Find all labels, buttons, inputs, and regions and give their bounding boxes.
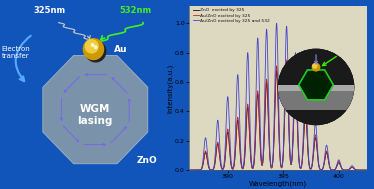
Circle shape bbox=[86, 41, 106, 62]
Circle shape bbox=[313, 64, 317, 68]
Au/ZnO excited by 325 bbox=[196, 169, 200, 171]
Au/ZnO excited by 325 bbox=[284, 59, 289, 61]
Au/ZnO excited by 325 bbox=[359, 169, 364, 171]
ZnO  excited by 325 bbox=[359, 169, 364, 171]
X-axis label: Wavelength(nm): Wavelength(nm) bbox=[249, 181, 307, 187]
Au/ZnO excited by 325 bbox=[327, 162, 331, 164]
Au/ZnO excited by 325 and 532 bbox=[273, 62, 278, 65]
Circle shape bbox=[276, 47, 356, 127]
Au/ZnO excited by 325 and 532 bbox=[268, 160, 273, 163]
ZnO  excited by 325 bbox=[187, 169, 191, 171]
Bar bbox=[278, 85, 354, 91]
Bar bbox=[278, 87, 354, 110]
Au/ZnO excited by 325 bbox=[359, 169, 364, 171]
Circle shape bbox=[312, 64, 320, 71]
Au/ZnO excited by 325 and 532 bbox=[196, 169, 200, 171]
Au/ZnO excited by 325 and 532 bbox=[187, 169, 191, 171]
ZnO  excited by 325 bbox=[196, 169, 200, 171]
Text: WGM
lasing: WGM lasing bbox=[78, 105, 113, 126]
Line: ZnO  excited by 325: ZnO excited by 325 bbox=[189, 64, 367, 170]
ZnO  excited by 325 bbox=[273, 97, 278, 99]
Au/ZnO excited by 325 and 532 bbox=[327, 159, 331, 162]
Au/ZnO excited by 325 bbox=[273, 93, 278, 96]
ZnO  excited by 325 bbox=[284, 63, 289, 66]
Circle shape bbox=[91, 44, 94, 46]
ZnO  excited by 325 bbox=[364, 169, 369, 171]
ZnO  excited by 325 bbox=[359, 169, 364, 171]
Au/ZnO excited by 325 and 532 bbox=[364, 169, 369, 171]
Au/ZnO excited by 325 and 532 bbox=[275, 22, 279, 24]
Au/ZnO excited by 325 and 532 bbox=[359, 169, 364, 171]
ZnO  excited by 325 bbox=[268, 163, 273, 166]
Text: ZnO: ZnO bbox=[136, 156, 157, 165]
Au/ZnO excited by 325 bbox=[268, 163, 273, 166]
Line: Au/ZnO excited by 325: Au/ZnO excited by 325 bbox=[189, 60, 367, 170]
Text: 325nm: 325nm bbox=[33, 6, 65, 15]
Text: 532nm: 532nm bbox=[119, 6, 151, 15]
Au/ZnO excited by 325 and 532 bbox=[359, 169, 364, 171]
Text: Electron
transfer: Electron transfer bbox=[2, 46, 31, 59]
Line: Au/ZnO excited by 325 and 532: Au/ZnO excited by 325 and 532 bbox=[189, 23, 367, 170]
Legend: ZnO  excited by 325, Au/ZnO excited by 325, Au/ZnO excited by 325 and 532: ZnO excited by 325, Au/ZnO excited by 32… bbox=[193, 8, 271, 23]
Circle shape bbox=[85, 40, 98, 53]
ZnO  excited by 325 bbox=[327, 162, 331, 164]
Polygon shape bbox=[43, 56, 148, 164]
Circle shape bbox=[94, 46, 97, 49]
Au/ZnO excited by 325 bbox=[364, 169, 369, 171]
Circle shape bbox=[278, 49, 354, 125]
Y-axis label: Intensity(a.u.): Intensity(a.u.) bbox=[167, 63, 174, 112]
Polygon shape bbox=[299, 70, 333, 100]
Circle shape bbox=[83, 39, 104, 60]
Au/ZnO excited by 325 bbox=[187, 169, 191, 171]
Text: Au: Au bbox=[114, 45, 127, 54]
